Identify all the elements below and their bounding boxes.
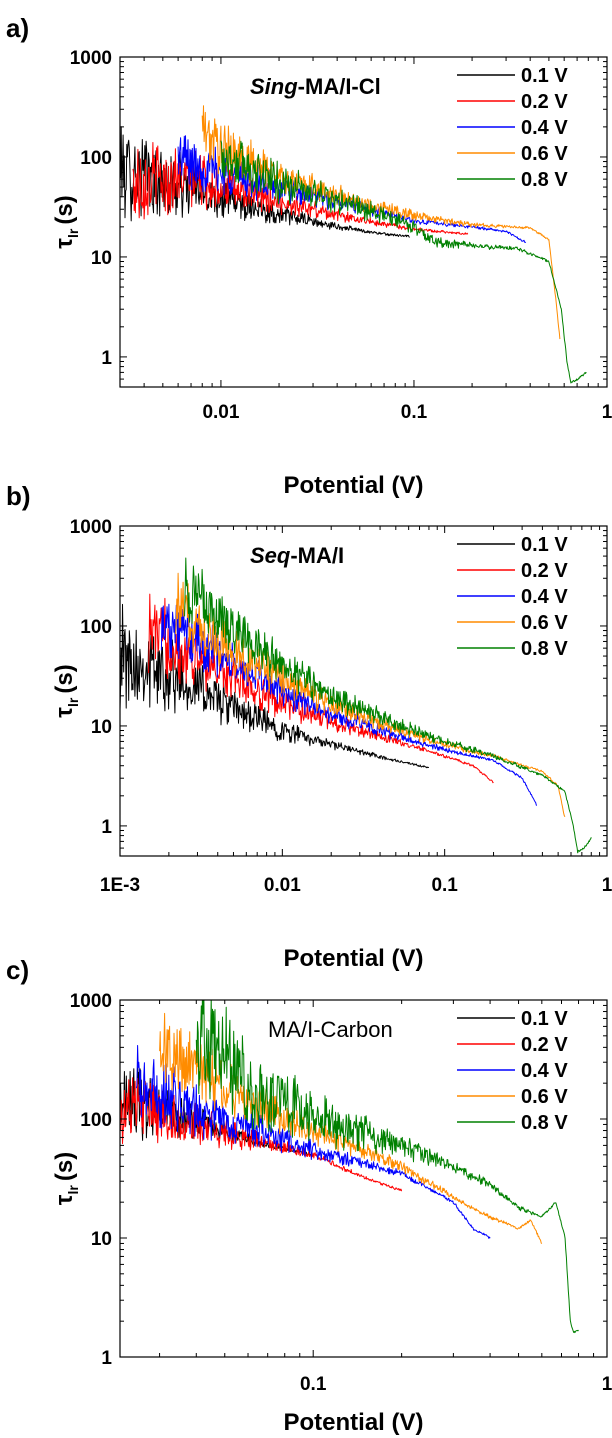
plot-area [120,105,587,384]
series-line [220,140,587,384]
legend-label: 0.8 V [521,1112,568,1134]
plot-area [120,1000,579,1334]
y-axis-unit: (s) [51,1152,78,1181]
series-line [148,593,494,784]
legend-label: 0.2 V [521,1034,568,1056]
legend-label: 0.2 V [521,91,568,113]
panel-title-rest: MA/I-Carbon [268,1017,393,1042]
chart-panel: b) 1E-3 0.01 0.1 1 1 10 100 1000 Potential (V) τlr… [6,481,612,972]
axes-frame [119,56,608,388]
legend-label: 0.6 V [521,612,568,634]
y-axis-title: τlr (s) [51,195,81,248]
y-axis-symbol: τ [51,238,78,249]
y-tick-label: 100 [80,148,112,169]
y-tick-label: 100 [80,617,112,638]
axes-frame [119,999,608,1358]
x-tick-label: 0.1 [431,875,458,896]
axes-frame [119,525,608,857]
y-tick-label: 1000 [70,991,112,1012]
panel-title-italic: Seq [250,543,291,568]
chart-panel: c) 0.1 1 1 10 100 1000 Potential (V) τlr (s) MA/I-… [6,955,612,1436]
series-line [159,1012,543,1244]
panel-title: Sing-MA/I-Cl [250,74,381,99]
x-tick-label: 0.1 [401,402,428,423]
y-tick-label: 1000 [70,517,112,538]
x-tick-label: 0.1 [300,1374,327,1395]
x-axis-title: Potential (V) [283,472,423,499]
y-axis-unit: (s) [51,195,78,224]
x-tick-label: 1E-3 [100,875,140,896]
y-axis-subscript: lr [65,697,81,707]
series-line [135,1045,491,1239]
series-line [184,557,592,854]
x-tick-label: 1 [602,402,612,423]
panel-title: Seq-MA/I [250,543,344,568]
series-line [120,1077,403,1192]
y-axis-subscript: lr [65,1185,81,1195]
series-line [195,1000,579,1334]
panel-label: b) [6,481,31,511]
x-tick-label: 0.01 [264,875,301,896]
panel-title: MA/I-Carbon [268,1017,393,1042]
y-axis-title: τlr (s) [51,1152,81,1205]
legend-label: 0.1 V [521,1008,568,1030]
y-axis-symbol: τ [51,1194,78,1205]
plot-area [120,557,592,854]
y-tick-label: 10 [91,1229,112,1250]
legend-label: 0.6 V [521,1086,568,1108]
y-tick-label: 1000 [70,48,112,69]
panel-label: a) [6,13,29,43]
legend-label: 0.4 V [521,1060,568,1082]
y-axis-title: τlr (s) [51,664,81,717]
y-tick-label: 1 [101,817,112,838]
legend-label: 0.8 V [521,169,568,191]
panel-title-italic: Sing [250,74,298,99]
panel-title-rest: -MA/I [290,543,344,568]
y-axis-symbol: τ [51,707,78,718]
x-tick-label: 0.01 [202,402,239,423]
series-line [160,603,538,806]
legend-label: 0.1 V [521,65,568,87]
series-line [175,572,566,818]
series-line [201,105,561,340]
legend-label: 0.8 V [521,638,568,660]
x-tick-label: 1 [602,1374,612,1395]
legend-label: 0.2 V [521,560,568,582]
y-tick-label: 1 [101,1348,112,1369]
y-tick-label: 1 [101,348,112,369]
y-tick-label: 10 [91,717,112,738]
y-axis-unit: (s) [51,664,78,693]
legend-label: 0.6 V [521,143,568,165]
x-axis-title: Potential (V) [283,1409,423,1436]
panel-title-rest: -MA/I-Cl [298,74,381,99]
chart-panel: a) 0.01 0.1 1 1 10 100 1000 Potential (V) τlr (s) S… [6,13,612,499]
panel-label: c) [6,955,29,985]
y-tick-label: 100 [80,1110,112,1131]
x-tick-label: 1 [602,875,612,896]
legend-label: 0.1 V [521,534,568,556]
y-axis-subscript: lr [65,228,81,238]
x-axis-title: Potential (V) [283,945,423,972]
legend-label: 0.4 V [521,117,568,139]
legend-label: 0.4 V [521,586,568,608]
y-tick-label: 10 [91,248,112,269]
